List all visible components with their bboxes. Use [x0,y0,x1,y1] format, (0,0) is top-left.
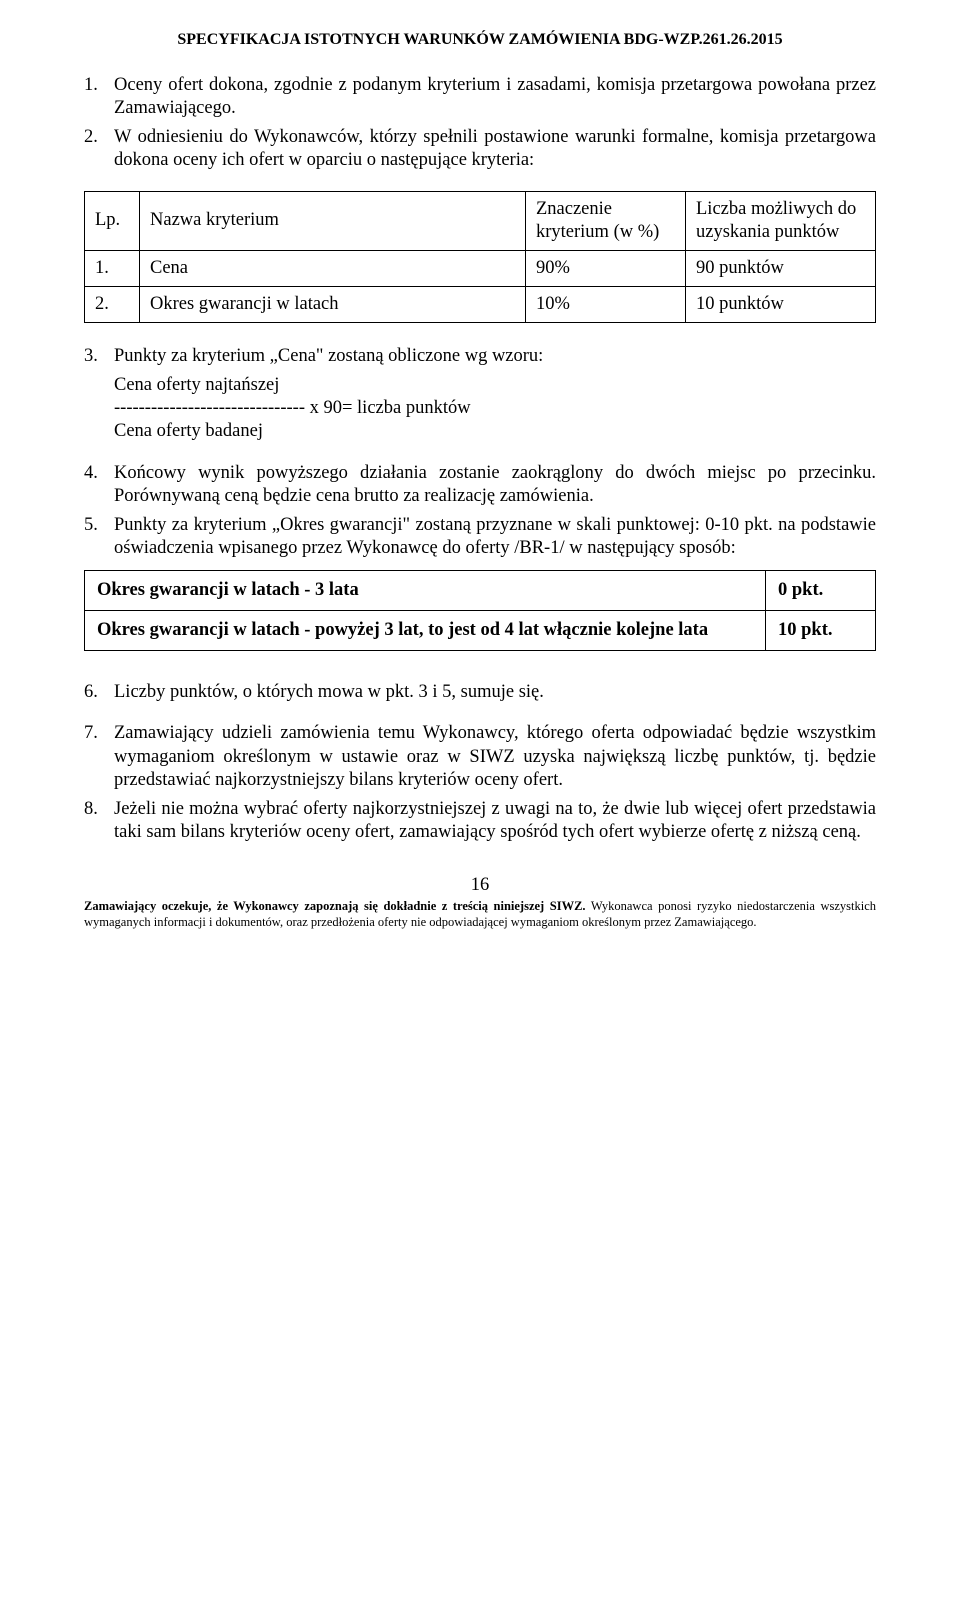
warranty-points: 0 pkt. [766,571,876,611]
para-5-text: Punkty za kryterium „Okres gwarancji" zo… [114,514,876,560]
page-number: 16 [84,874,876,897]
para-4: 4. Końcowy wynik powyższego działania zo… [84,462,876,508]
criteria-cell-weight: 90% [526,250,686,286]
para-4-num: 4. [84,462,114,508]
criteria-cell-name: Cena [140,250,526,286]
warranty-row: Okres gwarancji w latach - powyżej 3 lat… [85,611,876,651]
criteria-cell-name: Okres gwarancji w latach [140,286,526,322]
page-header: SPECYFIKACJA ISTOTNYCH WARUNKÓW ZAMÓWIEN… [84,30,876,50]
para-5-num: 5. [84,514,114,560]
para-2: 2. W odniesieniu do Wykonawców, którzy s… [84,126,876,172]
para-8-text: Jeżeli nie można wybrać oferty najkorzys… [114,798,876,844]
criteria-h-points: Liczba możliwych do uzyskania punktów [686,191,876,250]
criteria-cell-weight: 10% [526,286,686,322]
list-block-2: 3. Punkty za kryterium „Cena" zostaną ob… [84,345,876,368]
para-6-num: 6. [84,681,114,704]
para-4-text: Końcowy wynik powyższego działania zosta… [114,462,876,508]
para-6-text: Liczby punktów, o których mowa w pkt. 3 … [114,681,876,704]
criteria-cell-points: 90 punktów [686,250,876,286]
para-7-text: Zamawiający udzieli zamówienia temu Wyko… [114,722,876,791]
para-3: 3. Punkty za kryterium „Cena" zostaną ob… [84,345,876,368]
criteria-row: 2. Okres gwarancji w latach 10% 10 punkt… [85,286,876,322]
para-3-text: Punkty za kryterium „Cena" zostaną oblic… [114,345,876,368]
warranty-label: Okres gwarancji w latach - powyżej 3 lat… [85,611,766,651]
warranty-points: 10 pkt. [766,611,876,651]
formula-bot: Cena oferty badanej [114,420,876,443]
para-1: 1. Oceny ofert dokona, zgodnie z podanym… [84,74,876,120]
list-block-1: 1. Oceny ofert dokona, zgodnie z podanym… [84,74,876,173]
warranty-table: Okres gwarancji w latach - 3 lata 0 pkt.… [84,570,876,651]
criteria-table: Lp. Nazwa kryterium Znaczenie kryterium … [84,191,876,324]
formula-top: Cena oferty najtańszej [114,374,876,397]
criteria-cell-points: 10 punktów [686,286,876,322]
warranty-label: Okres gwarancji w latach - 3 lata [85,571,766,611]
criteria-h-lp: Lp. [85,191,140,250]
warranty-row: Okres gwarancji w latach - 3 lata 0 pkt. [85,571,876,611]
criteria-h-weight: Znaczenie kryterium (w %) [526,191,686,250]
para-7-num: 7. [84,722,114,791]
para-2-text: W odniesieniu do Wykonawców, którzy speł… [114,126,876,172]
footer-text: Zamawiający oczekuje, że Wykonawcy zapoz… [84,899,876,930]
para-6: 6. Liczby punktów, o których mowa w pkt.… [84,681,876,704]
list-block-4: 6. Liczby punktów, o których mowa w pkt.… [84,681,876,844]
criteria-cell-lp: 2. [85,286,140,322]
para-1-num: 1. [84,74,114,120]
formula-mid: ------------------------------- x 90= li… [114,397,876,420]
para-3-num: 3. [84,345,114,368]
criteria-cell-lp: 1. [85,250,140,286]
para-8-num: 8. [84,798,114,844]
criteria-header-row: Lp. Nazwa kryterium Znaczenie kryterium … [85,191,876,250]
para-2-num: 2. [84,126,114,172]
criteria-h-name: Nazwa kryterium [140,191,526,250]
formula-block: Cena oferty najtańszej -----------------… [114,374,876,443]
list-block-3: 4. Końcowy wynik powyższego działania zo… [84,462,876,561]
para-7: 7. Zamawiający udzieli zamówienia temu W… [84,722,876,791]
para-5: 5. Punkty za kryterium „Okres gwarancji"… [84,514,876,560]
criteria-row: 1. Cena 90% 90 punktów [85,250,876,286]
para-1-text: Oceny ofert dokona, zgodnie z podanym kr… [114,74,876,120]
para-8: 8. Jeżeli nie można wybrać oferty najkor… [84,798,876,844]
footer-bold: Zamawiający oczekuje, że Wykonawcy zapoz… [84,899,586,913]
